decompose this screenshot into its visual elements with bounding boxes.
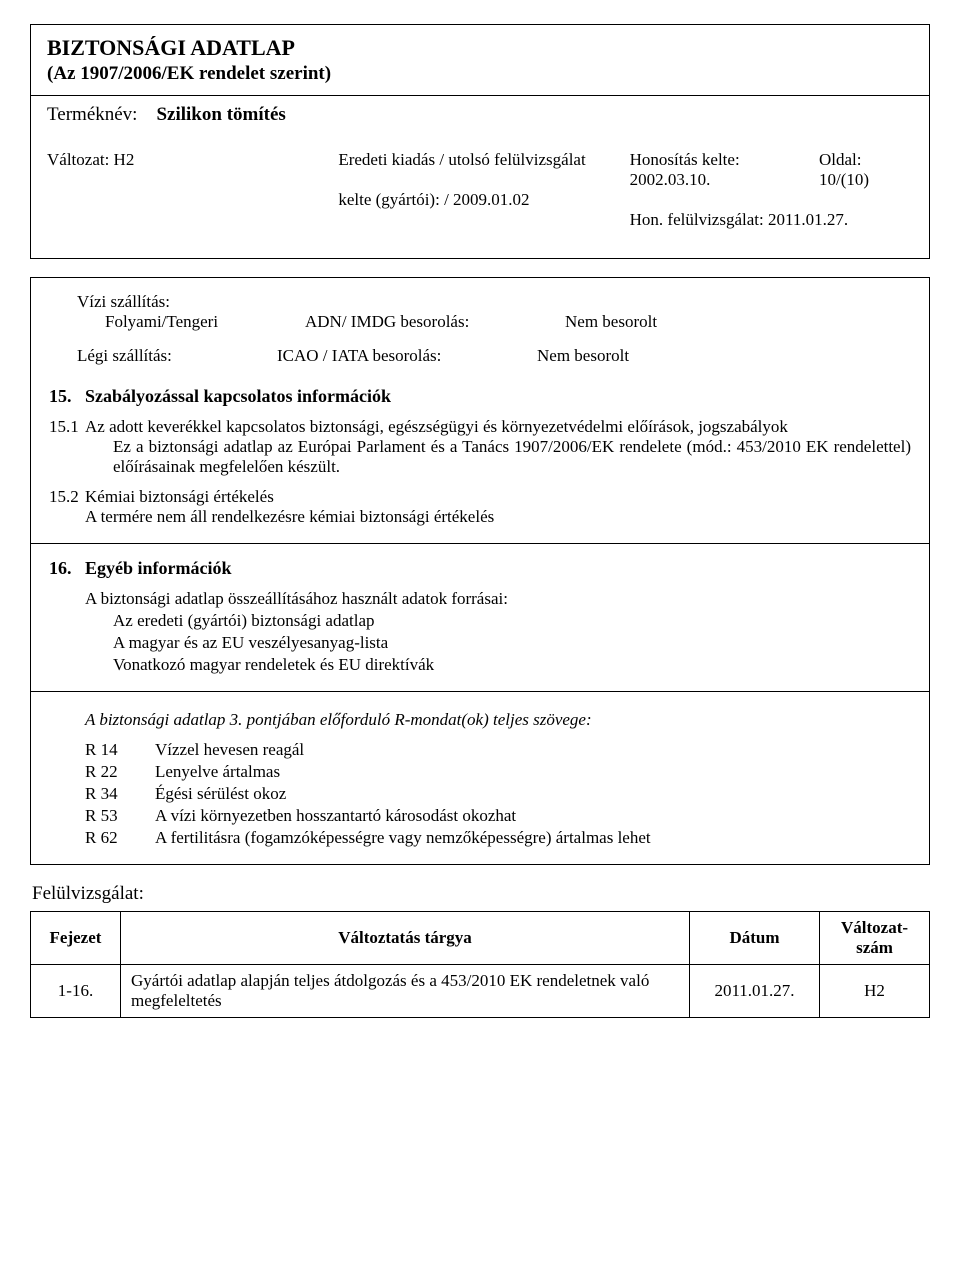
- water-transport-label: Vízi szállítás:: [77, 292, 911, 312]
- section-16-heading: 16. Egyéb információk: [49, 558, 911, 579]
- meta-col-3: Honosítás kelte: 2002.03.10. Oldal: 10/(…: [630, 130, 913, 250]
- r-text: Vízzel hevesen reagál: [155, 740, 911, 760]
- product-name: Szilikon tömítés: [156, 104, 285, 125]
- air-transport-row: Légi szállítás: ICAO / IATA besorolás: N…: [77, 346, 911, 366]
- r-row: R 53 A vízi környezetben hosszantartó ká…: [85, 806, 911, 826]
- water-class: ADN/ IMDG besorolás:: [305, 312, 565, 332]
- meta-hono-line2: Hon. felülvizsgálat: 2011.01.27.: [630, 210, 913, 230]
- sub-15-1-para: Ez a biztonsági adatlap az Európai Parla…: [113, 437, 911, 477]
- table-header-row: Fejezet Változtatás tárgya Dátum Változa…: [31, 912, 930, 965]
- col-fejezet: Fejezet: [31, 912, 121, 965]
- sub-15-1-num: 15.1: [49, 417, 85, 477]
- revision-label: Felülvizsgálat:: [32, 883, 930, 905]
- section-r-phrases: A biztonsági adatlap 3. pontjában előfor…: [30, 692, 930, 865]
- cell-datum: 2011.01.27.: [690, 965, 820, 1018]
- sub-15-2-line1: Kémiai biztonsági értékelés: [85, 487, 911, 507]
- header-top: BIZTONSÁGI ADATLAP (Az 1907/2006/EK rend…: [31, 25, 929, 96]
- meta-issue-line2: kelte (gyártói): / 2009.01.02: [338, 190, 621, 210]
- water-val: Nem besorolt: [565, 312, 911, 332]
- document-header-box: BIZTONSÁGI ADATLAP (Az 1907/2006/EK rend…: [30, 24, 930, 259]
- source-item: A magyar és az EU veszélyesanyag-lista: [113, 633, 911, 653]
- meta-hono-line1: Honosítás kelte: 2002.03.10.: [630, 150, 819, 190]
- sources-list: Az eredeti (gyártói) biztonsági adatlap …: [113, 611, 911, 675]
- meta-variant: Változat: H2: [47, 150, 134, 169]
- meta-col-1: Változat: H2: [47, 130, 330, 250]
- section-16-num: 16.: [49, 558, 85, 579]
- r-code: R 53: [85, 806, 155, 826]
- cell-valtozat: H2: [820, 965, 930, 1018]
- product-row: Terméknév: Szilikon tömítés: [47, 104, 913, 126]
- sources-intro: A biztonsági adatlap összeállításához ha…: [85, 589, 911, 609]
- r-code: R 34: [85, 784, 155, 804]
- revision-table: Fejezet Változtatás tárgya Dátum Változa…: [30, 911, 930, 1018]
- r-code: R 22: [85, 762, 155, 782]
- r-row: R 62 A fertilitásra (fogamzóképességre v…: [85, 828, 911, 848]
- section-transport-15: Vízi szállítás: Folyami/Tengeri ADN/ IMD…: [30, 277, 930, 544]
- meta-col-2: Eredeti kiadás / utolsó felülvizsgálat k…: [338, 130, 621, 250]
- meta-issue-line1: Eredeti kiadás / utolsó felülvizsgálat: [338, 150, 621, 170]
- col-targy: Változtatás tárgya: [121, 912, 690, 965]
- r-row: R 22 Lenyelve ártalmas: [85, 762, 911, 782]
- doc-subtitle: (Az 1907/2006/EK rendelet szerint): [47, 63, 913, 85]
- air-label: Légi szállítás:: [77, 346, 277, 366]
- cell-fejezet: 1-16.: [31, 965, 121, 1018]
- sub-15-2-para: A termére nem áll rendelkezésre kémiai b…: [85, 507, 911, 527]
- r-code: R 14: [85, 740, 155, 760]
- r-row: R 14 Vízzel hevesen reagál: [85, 740, 911, 760]
- sub-15-2: 15.2 Kémiai biztonsági értékelés A termé…: [49, 487, 911, 527]
- r-row: R 34 Égési sérülést okoz: [85, 784, 911, 804]
- product-label: Terméknév:: [47, 104, 137, 125]
- sub-15-2-num: 15.2: [49, 487, 85, 527]
- doc-title: BIZTONSÁGI ADATLAP: [47, 35, 913, 61]
- r-text: A fertilitásra (fogamzóképességre vagy n…: [155, 828, 911, 848]
- water-transport-row: Folyami/Tengeri ADN/ IMDG besorolás: Nem…: [105, 312, 911, 332]
- r-text: Égési sérülést okoz: [155, 784, 911, 804]
- col-valtozat: Változat-szám: [820, 912, 930, 965]
- page-indicator: Oldal: 10/(10): [819, 150, 913, 190]
- revision-table-wrap: Fejezet Változtatás tárgya Dátum Változa…: [30, 911, 930, 1018]
- col-datum: Dátum: [690, 912, 820, 965]
- source-item: Vonatkozó magyar rendeletek és EU direkt…: [113, 655, 911, 675]
- section-15-title: Szabályozással kapcsolatos információk: [85, 386, 391, 407]
- sub-15-2-body: Kémiai biztonsági értékelés A termére ne…: [85, 487, 911, 527]
- r-intro: A biztonsági adatlap 3. pontjában előfor…: [85, 710, 911, 730]
- cell-targy: Gyártói adatlap alapján teljes átdolgozá…: [121, 965, 690, 1018]
- sub-15-1: 15.1 Az adott keverékkel kapcsolatos biz…: [49, 417, 911, 477]
- header-meta-grid: Változat: H2 Eredeti kiadás / utolsó fel…: [47, 130, 913, 250]
- header-lower: Terméknév: Szilikon tömítés Változat: H2…: [31, 96, 929, 258]
- air-val: Nem besorolt: [537, 346, 911, 366]
- section-16-sources: 16. Egyéb információk A biztonsági adatl…: [30, 544, 930, 692]
- table-row: 1-16. Gyártói adatlap alapján teljes átd…: [31, 965, 930, 1018]
- source-item: Az eredeti (gyártói) biztonsági adatlap: [113, 611, 911, 631]
- sub-15-1-line1: Az adott keverékkel kapcsolatos biztonsá…: [85, 417, 911, 437]
- water-sub: Folyami/Tengeri: [105, 312, 305, 332]
- section-16-title: Egyéb információk: [85, 558, 232, 579]
- r-code: R 62: [85, 828, 155, 848]
- sub-15-1-body: Az adott keverékkel kapcsolatos biztonsá…: [85, 417, 911, 477]
- r-text: Lenyelve ártalmas: [155, 762, 911, 782]
- air-class: ICAO / IATA besorolás:: [277, 346, 537, 366]
- r-text: A vízi környezetben hosszantartó károsod…: [155, 806, 911, 826]
- section-15-num: 15.: [49, 386, 85, 407]
- section-15-heading: 15. Szabályozással kapcsolatos informáci…: [49, 386, 911, 407]
